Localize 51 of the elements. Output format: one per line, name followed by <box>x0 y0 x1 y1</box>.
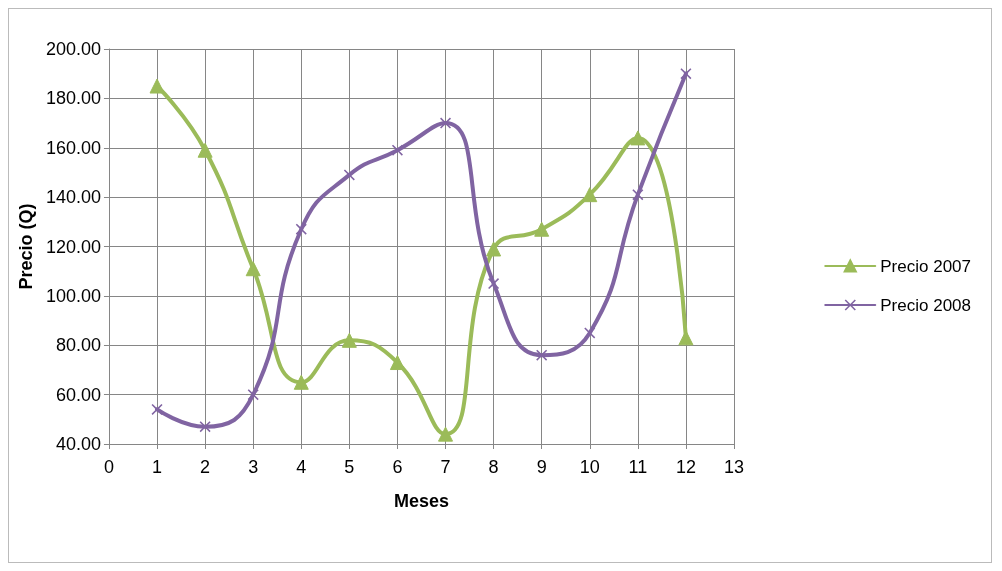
y-tick-label: 60.00 <box>55 384 101 405</box>
point <box>534 221 550 237</box>
point <box>197 142 213 158</box>
point <box>488 278 500 290</box>
y-tick-label: 140.00 <box>45 187 101 208</box>
point <box>582 187 598 203</box>
x-tick-label: 9 <box>536 457 547 477</box>
point <box>389 355 405 371</box>
x-tick-label: 1 <box>152 457 163 477</box>
x-tick-label: 2 <box>200 457 211 477</box>
y-tick-label: 160.00 <box>45 137 101 158</box>
x-tick-label: 0 <box>103 457 114 477</box>
point <box>199 421 211 433</box>
x-tick-label: 13 <box>723 457 745 477</box>
x-tick-label: 12 <box>675 457 696 477</box>
x-tick-label: 4 <box>296 457 307 477</box>
point <box>632 189 644 201</box>
x-axis-title: Meses <box>393 491 449 511</box>
point <box>295 223 307 235</box>
point <box>486 241 502 257</box>
y-axis-title: Precio (Q) <box>16 203 36 290</box>
x-tick-label: 3 <box>248 457 259 477</box>
y-tick-label: 80.00 <box>55 335 101 356</box>
x-tick-label: 10 <box>579 457 600 477</box>
point <box>245 261 261 277</box>
point <box>438 426 454 442</box>
point <box>536 349 548 361</box>
y-tick-label: 180.00 <box>45 88 101 109</box>
legend-label: Precio 2008 <box>880 295 972 315</box>
y-tick-label: 40.00 <box>55 434 101 454</box>
point <box>630 130 646 146</box>
point <box>149 78 165 94</box>
y-tick-label: 120.00 <box>45 236 101 257</box>
point <box>391 144 403 156</box>
y-tick-label: 200.00 <box>45 39 101 59</box>
point <box>343 169 355 181</box>
point <box>151 403 163 415</box>
x-tick-label: 8 <box>488 457 499 477</box>
x-tick-label: 7 <box>440 457 451 477</box>
x-tick-label: 6 <box>392 457 403 477</box>
x-tick-label: 5 <box>344 457 355 477</box>
legend-label: Precio 2007 <box>880 256 972 276</box>
point <box>680 68 692 80</box>
point <box>678 330 694 346</box>
x-tick-label: 11 <box>628 457 648 477</box>
point <box>584 327 596 339</box>
point <box>293 374 309 390</box>
y-tick-label: 100.00 <box>45 285 101 306</box>
point <box>341 332 357 348</box>
point <box>247 389 259 401</box>
point <box>440 117 452 129</box>
